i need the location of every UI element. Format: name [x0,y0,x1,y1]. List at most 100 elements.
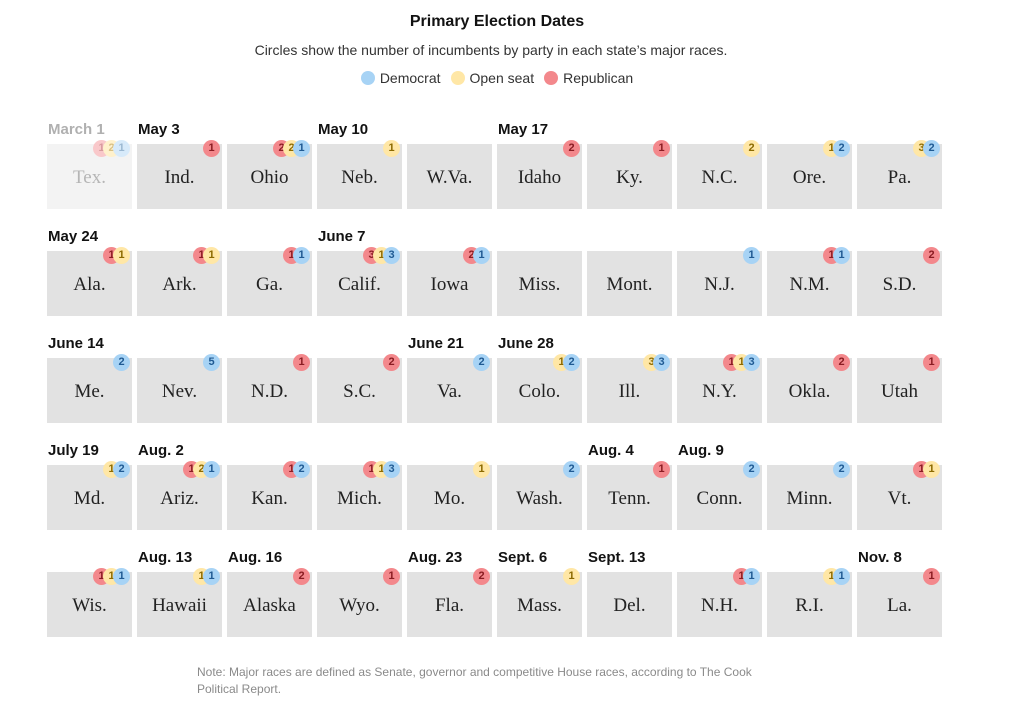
state-cell-fla: Fla. 2 [407,568,492,637]
state-name: Me. [74,381,105,402]
state-cell-mass: Mass. 1 [497,568,582,637]
incumbent-count-democrat: 2 [473,354,490,371]
state-cell-mont: Mont. [587,251,672,316]
incumbent-count-democrat: 2 [563,354,580,371]
incumbent-count-democrat: 1 [203,568,220,585]
incumbent-count-democrat: 1 [743,568,760,585]
state-name: N.M. [789,274,830,295]
state-cell-me: Me. 2 [47,354,132,423]
state-cell-nev: Nev. 5 [137,354,222,423]
incumbent-count-open-seat: 2 [743,140,760,157]
legend-item-democrat: Democrat [360,70,441,86]
state-name: Idaho [517,167,562,188]
state-name: N.Y. [702,381,737,402]
state-name: Vt. [887,488,912,509]
incumbent-count-open-seat: 1 [563,568,580,585]
state-name: Mass. [517,595,562,616]
incumbent-count-republican: 1 [203,140,220,157]
chart-subtitle: Circles show the number of incumbents by… [254,42,728,58]
incumbent-count-democrat: 1 [293,140,310,157]
state-cell-hawaii: Hawaii 1 1 [137,568,222,637]
state-name: Wyo. [339,595,380,616]
incumbent-count-democrat: 2 [743,461,760,478]
state-cell-tenn: Tenn. 1 [587,461,672,530]
state-name: Kan. [251,488,288,509]
date-label: June 7 [318,228,366,245]
state-cell-la: La. 1 [857,568,942,637]
state-cell-minn: Minn. 2 [767,461,852,530]
state-name: Nev. [161,381,198,402]
incumbent-count-republican: 2 [293,568,310,585]
state-name: Conn. [696,488,743,509]
state-cell-ga: Ga. 1 1 [227,247,312,316]
state-cell-idaho: Idaho 2 [497,140,582,209]
state-cell-mich: Mich. 1 1 3 [317,461,402,530]
state-cell-n-y: N.Y. 1 1 3 [677,354,762,423]
state-name: Colo. [518,381,561,402]
state-cell-alaska: Alaska 2 [227,568,312,637]
state-name: Ind. [164,167,195,188]
state-name: Ky. [616,167,643,188]
incumbent-count-open-seat: 1 [113,247,130,264]
state-cell-ala: Ala. 1 1 [47,247,132,316]
legend-swatch-democrat [360,71,375,85]
state-name: Iowa [430,274,469,295]
state-cell-vt: Vt. 1 1 [857,461,942,530]
state-cell-ky: Ky. 1 [587,140,672,209]
incumbent-count-democrat: 2 [833,140,850,157]
state-cell-wash: Wash. 2 [497,461,582,530]
state-name: Ohio [250,167,289,188]
state-name: N.C. [701,167,738,188]
date-label: Nov. 8 [858,549,902,566]
state-cell-wyo: Wyo. 1 [317,568,402,637]
incumbent-count-open-seat: 1 [473,461,490,478]
state-cell-n-d: N.D. 1 [227,354,312,423]
state-name: S.C. [343,381,376,402]
date-label: Aug. 13 [138,549,193,566]
state-name: Pa. [887,167,912,188]
incumbent-count-open-seat: 1 [383,140,400,157]
date-label: March 1 [48,121,105,138]
state-name: N.J. [704,274,735,295]
date-label: May 10 [318,121,369,138]
state-name: W.Va. [426,167,473,188]
incumbent-count-democrat: 3 [743,354,760,371]
state-cell-ark: Ark. 1 1 [137,247,222,316]
legend-label-republican: Republican [563,70,634,86]
incumbent-count-democrat: 1 [743,247,760,264]
state-cell-s-d: S.D. 2 [857,247,942,316]
state-cell-r-i: R.I. 1 1 [767,568,852,637]
state-name: Minn. [786,488,833,509]
incumbent-count-democrat: 2 [563,461,580,478]
state-cell-iowa: Iowa 2 1 [407,247,492,316]
incumbent-count-republican: 1 [923,568,940,585]
legend-swatch-republican [544,71,559,85]
incumbent-count-republican: 2 [923,247,940,264]
state-name: Ga. [256,274,283,295]
state-cell-utah: Utah 1 [857,354,942,423]
state-cell-ohio: Ohio 2 2 1 [227,140,312,209]
state-cell-mo: Mo. 1 [407,461,492,530]
incumbent-count-republican: 1 [293,354,310,371]
state-name: Tenn. [608,488,651,509]
state-cell-calif: Calif. 3 1 3 [317,247,402,316]
date-label: Aug. 4 [588,442,634,459]
date-label: June 28 [498,335,554,352]
incumbent-count-democrat: 1 [203,461,220,478]
footnote: Note: Major races are defined as Senate,… [197,665,752,696]
state-cell-n-m: N.M. 1 1 [767,247,852,316]
state-name: Mich. [337,488,382,509]
state-cell-va: Va. 2 [407,354,492,423]
date-label: Sept. 13 [588,549,646,566]
state-name: Wis. [72,595,107,616]
incumbent-count-democrat: 3 [383,461,400,478]
state-cell-miss: Miss. [497,251,582,316]
state-cell-del: Del. [587,572,672,637]
state-cell-ore: Ore. 1 2 [767,140,852,209]
date-label: Aug. 16 [228,549,283,566]
state-cell-ill: Ill. 3 3 [587,354,672,423]
state-name: R.I. [795,595,824,616]
incumbent-count-democrat: 2 [923,140,940,157]
state-cell-pa: Pa. 3 2 [857,140,942,209]
